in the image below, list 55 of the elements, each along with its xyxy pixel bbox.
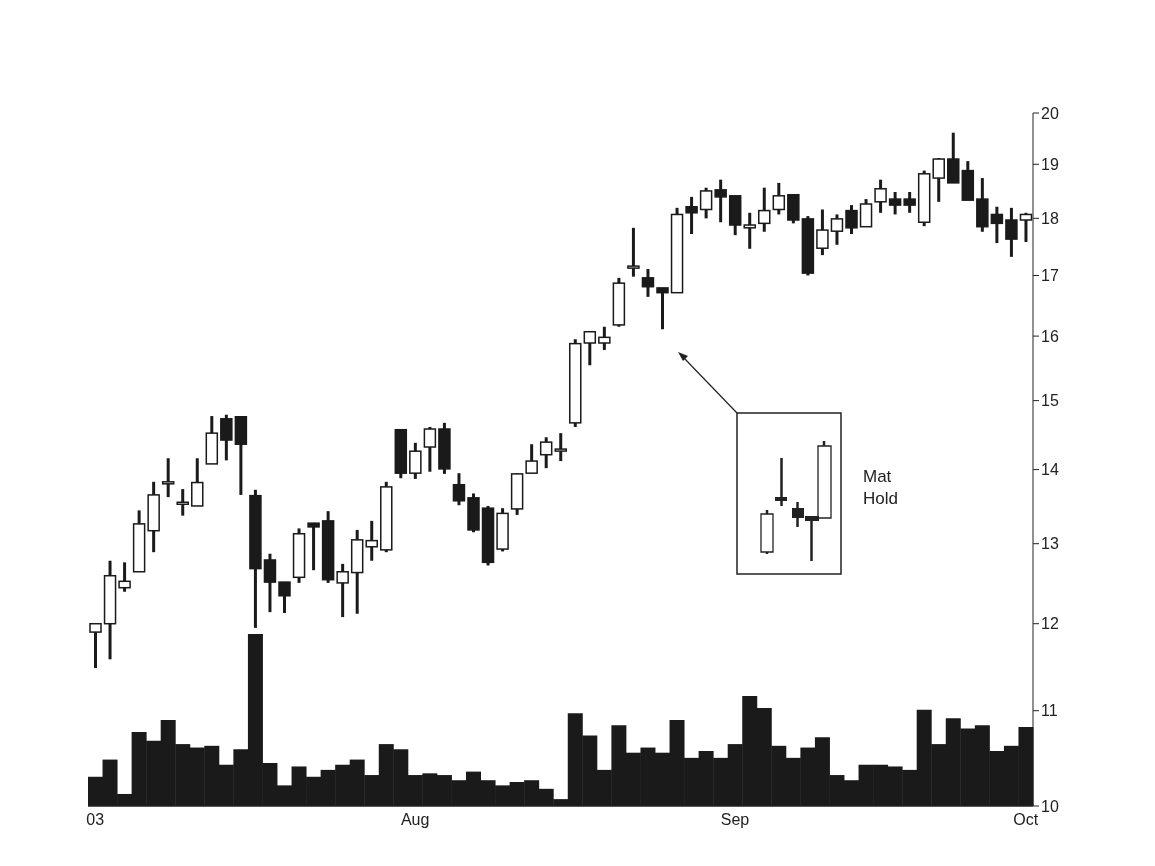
candlestick: [699, 187, 713, 219]
candlestick: [859, 199, 873, 228]
y-tick-label: 11: [1041, 702, 1058, 720]
candlestick: [990, 206, 1004, 245]
candlestick: [336, 562, 349, 619]
candlestick: [409, 441, 422, 479]
y-tick-label: 13: [1041, 535, 1059, 553]
y-tick-label: 18: [1041, 210, 1059, 228]
candlestick: [423, 425, 437, 472]
y-tick-label: 10: [1041, 797, 1059, 815]
candlestick: [176, 489, 189, 516]
candlestick: [263, 553, 277, 614]
candlestick: [525, 444, 538, 474]
candlestick: [278, 581, 291, 613]
candlestick: [365, 519, 378, 561]
candlestick: [772, 181, 786, 215]
candlestick: [583, 330, 597, 366]
y-tick-label: 14: [1041, 461, 1059, 479]
candlestick: [89, 622, 102, 669]
x-tick-label: Oct: [1013, 811, 1039, 829]
candlestick: [220, 414, 233, 461]
y-tick-label: 20: [1041, 104, 1059, 122]
candlestick: [947, 132, 960, 184]
y-tick-label: 19: [1041, 155, 1059, 173]
candlestick: [1005, 206, 1018, 257]
x-tick-label: 03: [86, 811, 105, 829]
candlestick: [554, 433, 567, 463]
y-tick-label: 15: [1041, 392, 1059, 410]
candlestick: [816, 209, 829, 257]
candlestick: [903, 192, 916, 213]
x-tick-label: Aug: [400, 811, 430, 829]
candlestick: [888, 192, 902, 215]
candlestick: [118, 562, 131, 592]
candlestick: [307, 522, 320, 572]
y-tick-label: 12: [1041, 615, 1059, 633]
annotation: Mat Hold: [863, 466, 899, 510]
y-tick-label: 17: [1041, 267, 1059, 285]
candlestick: [598, 325, 611, 350]
candlestick: [627, 226, 640, 277]
candlestick: [656, 287, 669, 330]
candlestick: [743, 211, 756, 249]
candlestick: [874, 179, 887, 213]
candlestick: [714, 179, 727, 224]
candlestick: [758, 187, 771, 232]
candlestick: [191, 458, 204, 507]
candlestick: [452, 473, 466, 507]
candlestick: [685, 195, 698, 235]
x-tick-label: Sep: [720, 811, 750, 829]
candlestick: [932, 157, 945, 202]
candlestick: [641, 269, 655, 297]
candlestick: [830, 214, 844, 245]
y-tick-label: 16: [1041, 327, 1059, 345]
candlestick: [539, 437, 553, 470]
candlestick: [845, 205, 858, 235]
candlestick: [161, 458, 175, 499]
